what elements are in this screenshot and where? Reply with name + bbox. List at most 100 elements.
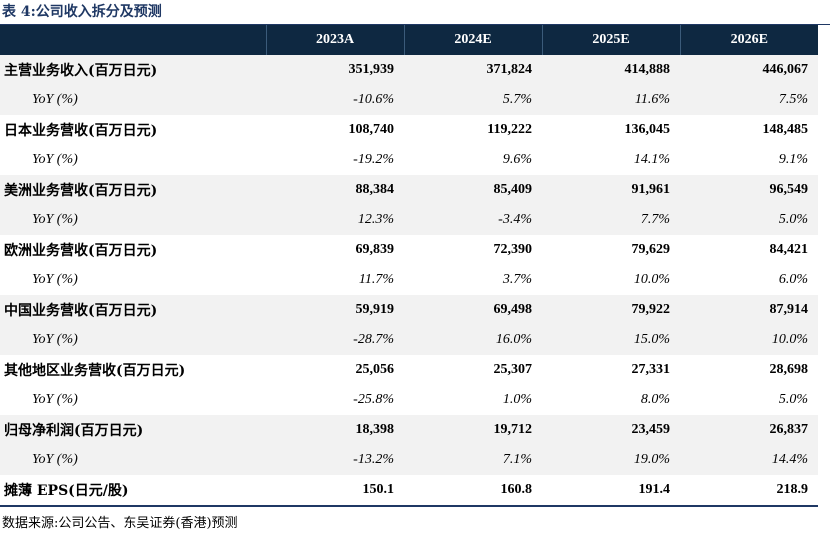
row-label: YoY (%) [32,272,78,287]
value-cell: 5.0% [778,392,808,407]
value-cell: 28,698 [769,362,809,377]
value-cell: 1.0% [502,392,532,407]
value-cell: -19.2% [353,152,394,167]
row-label: YoY (%) [0,85,266,115]
value-cell: 18,398 [266,415,404,445]
value-cell: 16.0% [404,325,542,355]
row-label: YoY (%) [0,325,266,355]
value-cell: 26,837 [680,415,818,445]
title-rule [0,24,830,25]
source-note: 数据来源:公司公告、东吴证券(香港)预测 [2,516,238,531]
value-cell: 3.7% [502,272,532,287]
header-cell-label [0,25,266,55]
row-label: 欧洲业务营收(百万日元) [4,243,158,259]
value-cell: 351,939 [266,55,404,85]
value-cell: 10.0% [680,325,818,355]
value-cell: 191.4 [542,475,680,507]
row-label: YoY (%) [32,392,78,407]
value-cell: 446,067 [680,55,818,85]
value-cell: 218.9 [680,475,818,507]
table-row: 中国业务营收(百万日元) 59,919 69,498 79,922 87,914 [0,295,818,325]
table-row: 欧洲业务营收(百万日元) 69,839 72,390 79,629 84,421 [0,235,818,265]
value-cell: 12.3% [266,205,404,235]
value-cell: 119,222 [487,122,532,137]
value-cell: 59,919 [266,295,404,325]
value-cell: -3.4% [404,205,542,235]
value-cell: 88,384 [266,175,404,205]
value-cell: 7.1% [404,445,542,475]
value-cell: 91,961 [542,175,680,205]
value-cell: 69,839 [355,242,395,257]
value-cell: -10.6% [266,85,404,115]
table-row-yoy: YoY (%) 11.7% 3.7% 10.0% 6.0% [0,265,818,295]
table-row-yoy: YoY (%) 12.3% -3.4% 7.7% 5.0% [0,205,818,235]
value-cell: 108,740 [348,122,395,137]
value-cell: 19.0% [542,445,680,475]
row-label: 归母净利润(百万日元) [0,415,266,445]
table-row-yoy: YoY (%) -28.7% 16.0% 15.0% 10.0% [0,325,818,355]
value-cell: 8.0% [640,392,670,407]
value-cell: 7.5% [680,85,818,115]
row-label: YoY (%) [0,205,266,235]
value-cell: 11.7% [358,272,394,287]
value-cell: 9.6% [502,152,532,167]
value-cell: 69,498 [404,295,542,325]
table-row: 美洲业务营收(百万日元) 88,384 85,409 91,961 96,549 [0,175,818,205]
header-cell-2023a: 2023A [265,25,404,55]
table-row: 主营业务收入(百万日元) 351,939 371,824 414,888 446,067 [0,55,818,85]
value-cell: 19,712 [404,415,542,445]
value-cell: 148,485 [762,122,809,137]
value-cell: 9.1% [778,152,808,167]
value-cell: 23,459 [542,415,680,445]
value-cell: -13.2% [266,445,404,475]
value-cell: 79,629 [631,242,671,257]
value-cell: 85,409 [404,175,542,205]
row-label: 主营业务收入(百万日元) [0,55,266,85]
value-cell: 25,056 [355,362,395,377]
table-row-yoy: YoY (%) -19.2% 9.6% 14.1% 9.1% [0,145,818,175]
table-row: 摊薄 EPS(日元/股) 150.1 160.8 191.4 218.9 [0,475,818,507]
value-cell: 14.4% [680,445,818,475]
table-row: 归母净利润(百万日元) 18,398 19,712 23,459 26,837 [0,415,818,445]
value-cell: -28.7% [266,325,404,355]
header-row: 2023A 2024E 2025E 2026E [0,25,818,55]
value-cell: 11.6% [542,85,680,115]
table-row-yoy: YoY (%) -13.2% 7.1% 19.0% 14.4% [0,445,818,475]
table-row-yoy: YoY (%) -25.8% 1.0% 8.0% 5.0% [0,385,818,415]
row-label: YoY (%) [32,152,78,167]
row-label: 中国业务营收(百万日元) [0,295,266,325]
header-cell-2026e: 2026E [679,25,818,55]
table-row: 日本业务营收(百万日元) 108,740 119,222 136,045 148,485 [0,115,818,145]
value-cell: 5.0% [680,205,818,235]
header-cell-2025e: 2025E [541,25,680,55]
header-cell-2024e: 2024E [403,25,542,55]
value-cell: 87,914 [680,295,818,325]
value-cell: 27,331 [631,362,671,377]
table-row: 其他地区业务营收(百万日元) 25,056 25,307 27,331 28,698 [0,355,818,385]
value-cell: 96,549 [680,175,818,205]
value-cell: 72,390 [493,242,533,257]
row-label: YoY (%) [0,445,266,475]
value-cell: 10.0% [633,272,670,287]
value-cell: 6.0% [778,272,808,287]
row-label: 日本业务营收(百万日元) [4,123,158,139]
value-cell: 150.1 [266,475,404,507]
value-cell: 14.1% [633,152,670,167]
value-cell: 79,922 [542,295,680,325]
value-cell: 15.0% [542,325,680,355]
table-title: 表 4:公司收入拆分及预测 [2,4,162,20]
value-cell: 414,888 [542,55,680,85]
row-label: 其他地区业务营收(百万日元) [4,363,186,379]
value-cell: -25.8% [353,392,394,407]
value-cell: 160.8 [404,475,542,507]
row-label: 美洲业务营收(百万日元) [0,175,266,205]
table-row-yoy: YoY (%) -10.6% 5.7% 11.6% 7.5% [0,85,818,115]
value-cell: 136,045 [624,122,671,137]
value-cell: 5.7% [404,85,542,115]
revenue-forecast-table: 2023A 2024E 2025E 2026E 主营业务收入(百万日元) 351,… [0,25,818,507]
row-label: 摊薄 EPS(日元/股) [0,475,266,507]
value-cell: 25,307 [493,362,533,377]
value-cell: 84,421 [769,242,809,257]
value-cell: 371,824 [404,55,542,85]
value-cell: 7.7% [542,205,680,235]
